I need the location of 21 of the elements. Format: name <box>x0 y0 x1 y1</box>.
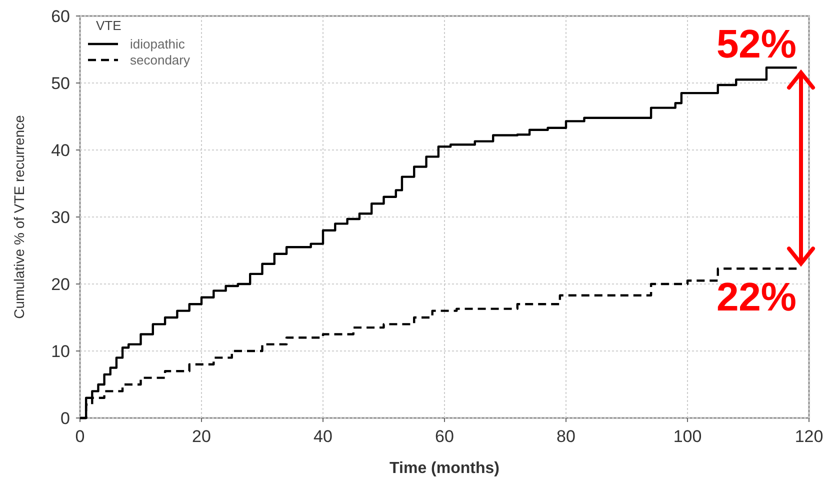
y-tick-label: 60 <box>51 6 70 26</box>
x-tick-label: 0 <box>75 427 85 446</box>
annotation: 52% <box>716 22 797 67</box>
x-tick-label: 120 <box>794 427 824 446</box>
annotation: 22% <box>716 276 797 320</box>
x-tick-label: 40 <box>314 427 332 446</box>
x-tick-label: 20 <box>192 427 211 446</box>
x-tick-label: 60 <box>435 427 454 446</box>
y-tick-label: 40 <box>51 140 70 160</box>
legend-label: idiopathic <box>130 36 186 52</box>
y-tick-label: 20 <box>51 274 70 294</box>
x-tick-label: 100 <box>673 427 702 446</box>
y-tick-label: 30 <box>51 208 70 227</box>
y-tick-label: 10 <box>51 342 70 361</box>
y-tick-label: 50 <box>51 74 70 93</box>
y-tick-label: 0 <box>60 408 70 428</box>
x-tick-label: 80 <box>556 427 576 446</box>
legend-title: VTE <box>96 18 122 33</box>
legend-label: secondary <box>130 52 190 68</box>
x-axis-title: Time (months) <box>390 460 500 477</box>
y-axis-title: Cumulative % of VTE recurrence <box>11 114 27 319</box>
